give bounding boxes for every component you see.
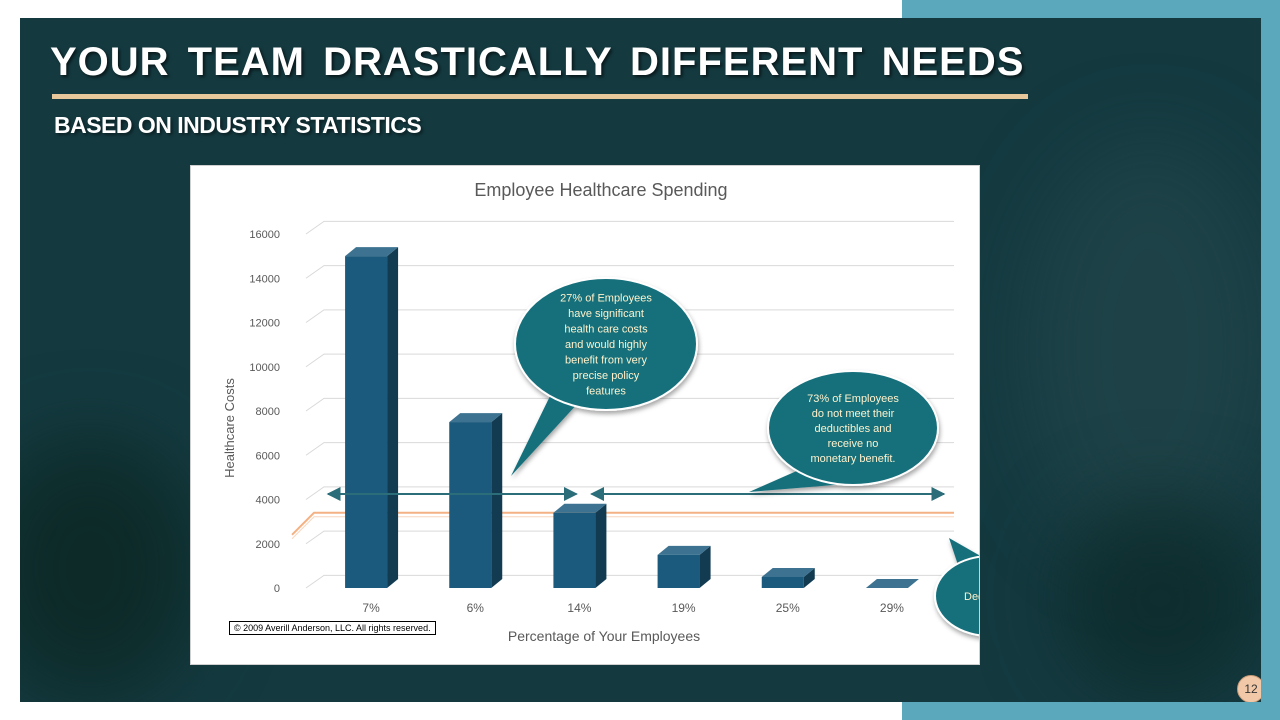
bar-side bbox=[491, 413, 503, 588]
callout-text-line: Deductible bbox=[964, 591, 979, 603]
callout-tail bbox=[511, 390, 579, 476]
x-tick-label: 19% bbox=[672, 601, 696, 615]
bar-side bbox=[387, 247, 399, 588]
y-axis-ticks: 0 2000 4000 6000 8000 10000 12000 14000 16000 bbox=[249, 229, 280, 595]
callout-text-line: 73% of Employees bbox=[807, 393, 899, 405]
callout-text-line: features bbox=[586, 386, 626, 398]
callout-text-line: benefit from very bbox=[565, 355, 647, 367]
bar-top bbox=[865, 579, 919, 588]
deductible-line-path bbox=[291, 511, 954, 536]
page-number-badge: 12 bbox=[1237, 675, 1261, 702]
gridline bbox=[305, 574, 954, 589]
callout-text-line: 27% of Employees bbox=[560, 293, 652, 305]
callout-text-line: and would highly bbox=[565, 339, 647, 351]
x-tick-label: 29% bbox=[880, 601, 904, 615]
bar-top bbox=[449, 413, 503, 423]
y-tick-label: 6000 bbox=[256, 450, 280, 462]
y-tick-label: 16000 bbox=[249, 229, 280, 241]
y-tick-label: 14000 bbox=[249, 273, 280, 285]
deductible-line-shadow bbox=[291, 516, 954, 540]
gridlines bbox=[305, 220, 954, 589]
copyright-notice: © 2009 Averill Anderson, LLC. All rights… bbox=[229, 621, 436, 635]
callout-text-line: deductibles and bbox=[814, 423, 891, 435]
chart: Employee Healthcare Spending 0 2000 4000 60… bbox=[222, 180, 979, 644]
gridline bbox=[305, 442, 954, 456]
callout-text-line: do not meet their bbox=[812, 408, 895, 420]
deductible-line bbox=[291, 511, 954, 540]
bar-side bbox=[803, 567, 815, 588]
callout-text-line: receive no bbox=[828, 438, 879, 450]
bar bbox=[449, 422, 492, 588]
callout-text-line: have significant bbox=[568, 308, 644, 320]
y-tick-label: 12000 bbox=[249, 318, 280, 330]
background-plant-shadow bbox=[20, 438, 200, 698]
callout-text-line: precise policy bbox=[573, 370, 640, 382]
slide-title: YOUR TEAM DRASTICALLY DIFFERENT NEEDS bbox=[50, 40, 1025, 84]
x-tick-label: 25% bbox=[776, 601, 800, 615]
slide: YOUR TEAM DRASTICALLY DIFFERENT NEEDS BA… bbox=[20, 18, 1261, 702]
slide-subtitle: BASED ON INDUSTRY STATISTICS bbox=[54, 112, 422, 138]
callout-ellipse bbox=[514, 277, 698, 411]
bar bbox=[345, 256, 388, 588]
callout-ellipse bbox=[767, 370, 939, 486]
gridline bbox=[305, 530, 954, 545]
gridline bbox=[305, 397, 954, 412]
callout-tail bbox=[749, 466, 846, 492]
x-axis-label: Percentage of Your Employees bbox=[508, 628, 700, 644]
background-plant-shadow-right bbox=[1060, 498, 1260, 698]
bar bbox=[761, 576, 804, 588]
gridline bbox=[305, 353, 954, 368]
chart-title: Employee Healthcare Spending bbox=[474, 180, 727, 200]
y-axis-label: Healthcare Costs bbox=[222, 378, 237, 478]
callout-text-line: health care costs bbox=[564, 324, 648, 336]
y-tick-label: 2000 bbox=[256, 539, 280, 551]
callout-bubble bbox=[934, 538, 979, 637]
gridline bbox=[305, 220, 954, 235]
callout-bubble bbox=[749, 370, 939, 492]
y-tick-label: 10000 bbox=[249, 362, 280, 374]
callout-ellipse bbox=[934, 555, 979, 637]
x-tick-label: 14% bbox=[567, 601, 591, 615]
bar-side bbox=[699, 545, 711, 588]
callout-bubble bbox=[511, 277, 698, 476]
bar-top bbox=[761, 567, 815, 577]
bars bbox=[345, 247, 919, 588]
gridline bbox=[305, 486, 954, 500]
gridline bbox=[305, 309, 954, 323]
callouts: 27% of Employees have significant health c… bbox=[511, 277, 979, 637]
y-tick-label: 4000 bbox=[256, 495, 280, 507]
background-window-light bbox=[1020, 138, 1261, 558]
x-axis-ticks: 7% 6% 14% 19% 25% 29% bbox=[362, 601, 904, 615]
chart-card: Employee Healthcare Spending 0 2000 4000 60… bbox=[190, 165, 980, 665]
bar-top bbox=[657, 545, 711, 555]
bar bbox=[657, 554, 700, 588]
bar bbox=[553, 512, 596, 588]
gridline bbox=[305, 265, 954, 279]
y-tick-label: 8000 bbox=[256, 406, 280, 418]
x-tick-label: 6% bbox=[467, 601, 485, 615]
bar-top bbox=[553, 503, 607, 513]
x-tick-label: 7% bbox=[362, 601, 380, 615]
y-tick-label: 0 bbox=[274, 583, 280, 595]
bar-top bbox=[345, 247, 399, 257]
title-underline bbox=[52, 94, 1028, 99]
callout-text-line: monetary benefit. bbox=[811, 453, 896, 465]
bar-side bbox=[595, 503, 607, 588]
